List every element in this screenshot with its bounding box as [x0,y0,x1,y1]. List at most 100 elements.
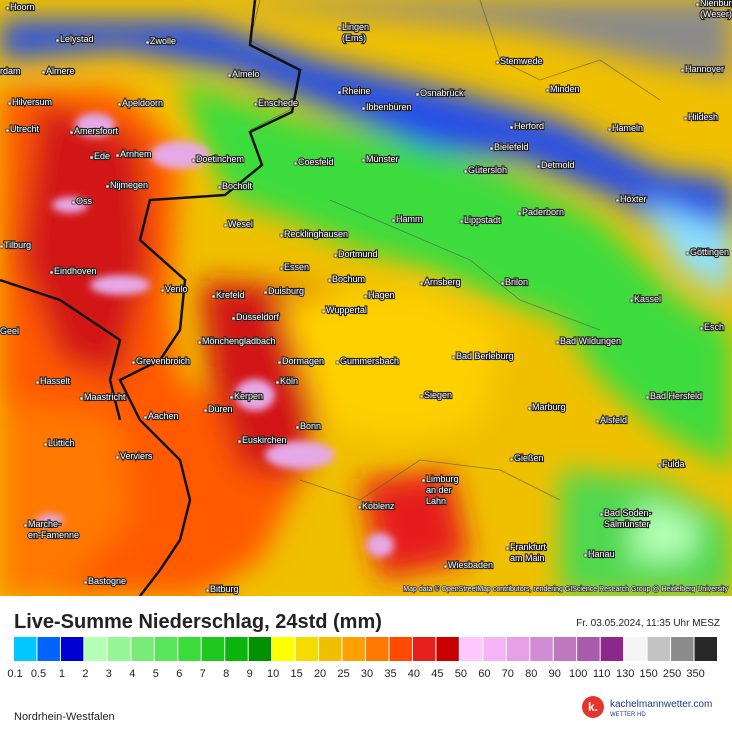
legend-swatch [530,637,553,661]
logo-name[interactable]: kachelmannwetter.com [610,699,712,710]
city-label: Almelo [232,69,260,79]
city-label: Fulda [662,459,685,469]
legend-swatch [600,637,624,661]
legend-swatch [459,637,483,661]
city-marker [489,146,494,151]
legend-swatch [107,637,131,661]
city-label: Oss [76,196,93,206]
city-label: Apeldoorn [122,98,163,108]
legend-swatch [295,637,319,661]
city-marker [683,116,688,121]
city-marker [203,408,208,413]
city-marker [509,125,514,130]
radar-map [0,0,732,596]
city-marker [443,564,448,569]
city-label: Siegen [424,390,452,400]
city-label: Bielefeld [494,142,529,152]
city-marker [357,505,362,510]
legend-swatch [553,637,577,661]
city-label: Bad Wildungen [560,336,621,346]
city-label: Hoorn [10,2,35,12]
city-marker [231,316,236,321]
city-marker [527,406,532,411]
city-label: Euskirchen [242,435,287,445]
city-marker [253,102,258,107]
legend-swatch [131,637,154,661]
legend-label: 1 [59,668,65,680]
legend-swatch [84,637,107,661]
city-marker [699,326,704,331]
legend-label: 0.1 [7,668,22,680]
city-label: Aachen [148,411,179,421]
city-label: Hilversum [12,97,52,107]
city-label: (Weser) [700,9,732,19]
city-label: Gummersbach [340,356,399,366]
city-label: Amersfoort [74,126,119,136]
city-marker [415,92,420,97]
city-label: Höxter [620,194,647,204]
legend-swatch [319,637,342,661]
city-label: Ede [94,151,110,161]
city-marker [229,395,234,400]
legend-label: 30 [361,668,373,680]
city-label: Marburg [532,402,566,412]
city-marker [89,155,94,160]
legend-label: 20 [314,668,326,680]
city-label: Enschede [258,98,298,108]
legend-swatch [694,637,717,661]
legend-label: 60 [478,668,490,680]
city-label: Zwolle [150,36,176,46]
city-marker [5,6,10,11]
city-label: Hamm [396,214,423,224]
city-marker [279,233,284,238]
city-label: Recklinghausen [284,229,348,239]
legend-label: 130 [616,668,634,680]
city-label: Ibbenbüren [366,102,412,112]
legend-swatch [272,637,295,661]
city-label: Dormagen [282,356,324,366]
city-marker [321,309,326,314]
legend-label: 40 [408,668,420,680]
city-label: Krefeld [216,290,245,300]
legend-label: 70 [502,668,514,680]
city-label: Marche- [28,519,61,529]
title: Live-Summe Niederschlag, 24std (mm) [14,611,382,633]
city-marker [509,457,514,462]
city-label: Kassel [634,294,661,304]
city-label: Bad Hersfeld [650,391,702,401]
legend-label: 110 [593,668,611,680]
city-label: Arnhem [120,149,152,159]
city-label: Münster [366,154,399,164]
city-label: Lüttich [48,438,75,448]
city-marker [495,60,500,65]
city-marker [211,294,216,299]
city-marker [279,266,284,271]
city-marker [7,101,12,106]
legend-swatch [37,637,60,661]
legend-label: 2 [82,668,88,680]
city-marker [545,88,550,93]
legend-label: 350 [686,668,704,680]
legend-swatch [60,637,84,661]
city-label: Salmünster [604,519,650,529]
city-marker [607,127,612,132]
legend-swatch [201,637,225,661]
legend: 0.1 0.5 1 2 3 4 5 6 7 8 9 10 15 20 25 30 35 40 45 50 60 70 80 9… [7,637,717,680]
city-marker [419,394,424,399]
city-label: (Ems) [342,33,366,43]
city-label: Gütersloh [468,165,507,175]
legend-swatch [248,637,272,661]
city-marker [115,153,120,158]
city-label: Tilburg [4,240,31,250]
city-label: Almere [46,66,75,76]
legend-label: 50 [455,668,467,680]
legend-label: 45 [431,668,443,680]
legend-label: 0.5 [31,668,46,680]
legend-label: 35 [384,668,396,680]
legend-swatch [225,637,248,661]
legend-label: 6 [176,668,182,680]
city-label: Bad Berleburg [456,351,514,361]
city-marker [536,164,541,169]
city-label: Bonn [300,421,321,431]
city-label: Minden [550,84,580,94]
